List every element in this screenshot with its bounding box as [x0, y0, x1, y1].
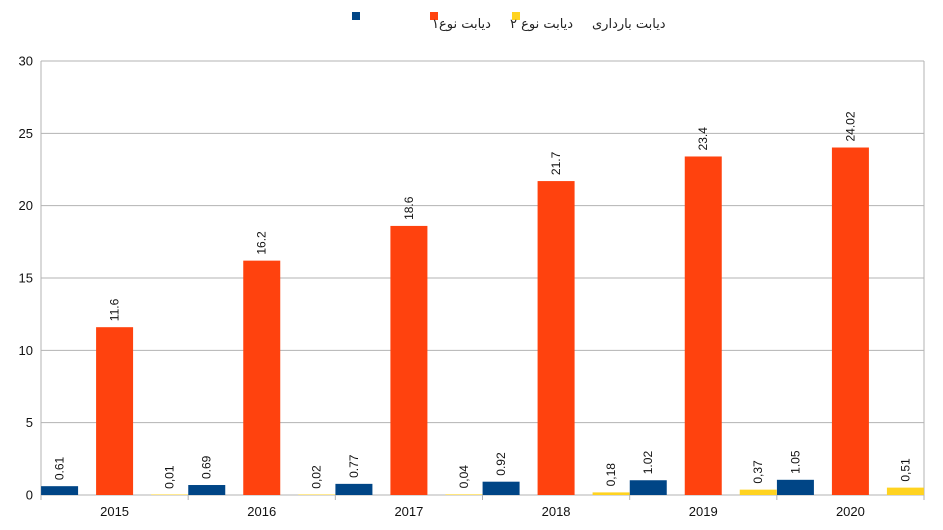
y-axis: 0 5 10 15 20 25 30 [19, 54, 925, 503]
bar [831, 147, 869, 495]
data-label: 18.6 [402, 196, 416, 220]
x-axis: 2015 2016 2017 2018 2019 2020 [40, 494, 925, 519]
legend-swatch [430, 12, 438, 20]
x-tick-label: 2018 [542, 504, 571, 519]
bar [243, 260, 281, 495]
bar [537, 181, 575, 495]
y-tick-label: 5 [26, 415, 33, 430]
bar [592, 492, 630, 495]
chart-value-labels: 0.61 0.69 0.77 0.92 1.02 1.05 11.6 16.2 18.6 21.7… [53, 111, 913, 489]
bar [445, 494, 483, 495]
bar [629, 480, 667, 495]
bar [390, 225, 428, 496]
bar [482, 481, 520, 495]
bar [739, 489, 777, 495]
chart-bars [41, 147, 924, 496]
chart-legend: دیابت بارداری دیابت نوع ۲ دیابت نوع۱ [352, 12, 666, 32]
data-label: 0,02 [310, 465, 324, 489]
legend-label: دیابت نوع ۲ [510, 17, 573, 32]
data-label: 0,37 [751, 460, 765, 484]
data-label: 1.05 [788, 450, 802, 474]
chart-gridlines [41, 60, 924, 496]
data-label: 0.92 [494, 452, 508, 476]
legend-swatch [352, 12, 360, 20]
bar [298, 494, 336, 495]
data-label: 16.2 [255, 231, 269, 255]
bar [151, 494, 189, 495]
data-label: 23.4 [696, 127, 710, 151]
bar [684, 156, 722, 496]
x-tick-label: 2016 [247, 504, 276, 519]
data-label: 0.61 [53, 456, 67, 480]
data-label: 11.6 [108, 298, 122, 321]
bar [335, 483, 373, 495]
x-tick-label: 2015 [100, 504, 129, 519]
legend-swatch [512, 12, 520, 20]
x-tick-label: 2017 [394, 504, 423, 519]
y-tick-label: 15 [19, 271, 33, 286]
data-label: 0,51 [898, 458, 912, 482]
y-tick-label: 30 [19, 54, 33, 69]
y-tick-label: 20 [19, 198, 33, 213]
y-tick-label: 10 [19, 343, 33, 358]
bar [96, 327, 134, 495]
data-label: 0,04 [457, 465, 471, 489]
data-label: 0,18 [604, 463, 618, 487]
bar [886, 487, 924, 495]
data-label: 21.7 [549, 151, 563, 175]
data-label: 0.69 [200, 455, 214, 479]
legend-label: دیابت نوع۱ [432, 17, 491, 32]
data-label: 24.02 [843, 111, 857, 141]
y-tick-label: 25 [19, 126, 33, 141]
bar [776, 479, 814, 495]
data-label: 1.02 [641, 451, 655, 475]
x-tick-label: 2019 [689, 504, 718, 519]
data-label: 0,01 [163, 465, 177, 489]
bar [41, 486, 79, 495]
legend-label: دیابت بارداری [592, 17, 666, 32]
data-label: 0.77 [347, 454, 361, 478]
x-tick-label: 2020 [836, 504, 865, 519]
y-tick-label: 0 [26, 488, 33, 503]
bar [188, 485, 226, 495]
